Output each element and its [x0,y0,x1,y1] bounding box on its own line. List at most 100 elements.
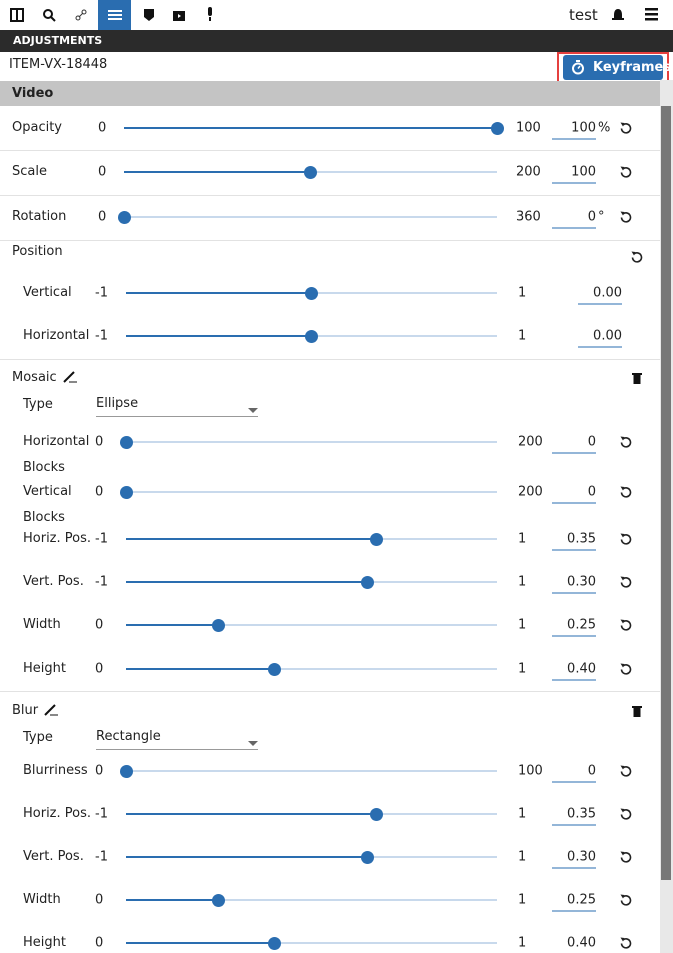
reset-icon[interactable] [620,576,632,588]
slider-track [126,441,497,443]
type-select[interactable]: Rectangle [96,725,258,750]
min-label: -1 [95,806,108,822]
row-label: Vertical Blocks [23,484,72,525]
marker-icon[interactable] [143,8,155,22]
reset-icon[interactable] [620,765,632,777]
type-label: Type [23,397,53,412]
user-name[interactable]: test [569,6,598,24]
slider-thumb[interactable] [305,329,318,343]
min-label: 0 [95,763,104,779]
slider-fill [126,538,377,540]
effect-name: Mosaic [12,370,57,385]
toolbar: test [0,0,673,31]
slider-track [126,491,497,493]
dropdown-arrow [248,403,258,418]
value-input[interactable]: 0.40 [552,936,596,953]
min-label: 0 [98,209,107,225]
slider-track [126,942,497,944]
min-label: -1 [95,285,108,301]
slider-thumb[interactable] [369,807,383,821]
value-input[interactable]: 100 [552,165,596,184]
min-label: 0 [95,661,104,677]
max-label: 200 [516,164,541,180]
edit-icon[interactable] [63,371,77,387]
slider-thumb[interactable] [117,210,131,224]
slider-fill [126,813,377,815]
section-header: Video [0,81,660,106]
reset-icon[interactable] [620,619,632,631]
reset-icon[interactable] [620,533,632,545]
keyframes-button[interactable]: Keyframes [563,55,671,80]
reset-icon[interactable] [620,663,632,675]
row-label: Horizontal Blocks [23,434,90,475]
value-input[interactable]: 0.25 [552,893,596,912]
slider-thumb[interactable] [490,121,504,135]
slider-thumb[interactable] [267,662,281,676]
graph-icon[interactable] [74,8,88,22]
scrollbar-thumb[interactable] [661,106,671,880]
delete-icon[interactable] [632,372,642,388]
slider-thumb[interactable] [119,764,133,778]
row-label: Height [23,935,66,950]
reset-icon[interactable] [620,486,632,498]
slider-thumb[interactable] [369,532,383,546]
reset-icon[interactable] [620,122,632,134]
reset-icon[interactable] [620,894,632,906]
slider-thumb[interactable] [267,936,281,950]
slider-track [126,668,497,670]
slider-thumb[interactable] [119,485,133,499]
type-select[interactable]: Ellipse [96,392,258,417]
reset-icon[interactable] [631,251,643,263]
reset-icon[interactable] [620,808,632,820]
value-input[interactable]: 0 [552,210,596,229]
slider-thumb[interactable] [212,893,226,907]
adjust-tab[interactable] [98,0,131,30]
value-input[interactable]: 0.40 [552,662,596,681]
max-label: 1 [518,617,527,633]
slider-thumb[interactable] [305,286,318,300]
slider-thumb[interactable] [119,435,133,449]
search-icon[interactable] [42,8,56,22]
media-icon[interactable] [172,8,186,22]
max-label: 1 [518,328,527,344]
value-input[interactable]: 0.00 [578,329,622,348]
bell-icon[interactable] [612,8,624,22]
max-label: 1 [518,285,527,301]
menu-icon[interactable] [645,8,658,21]
value-input[interactable]: 0.30 [552,575,596,594]
value-input[interactable]: 0.00 [578,286,622,305]
slider-fill [126,581,368,583]
delete-icon[interactable] [632,705,642,721]
slider-thumb[interactable] [360,850,374,864]
row-label: Horiz. Pos. [23,806,92,821]
reset-icon[interactable] [620,937,632,949]
slider-track [126,624,497,626]
min-label: -1 [95,328,108,344]
row-label: Vertical [23,285,72,300]
reset-icon[interactable] [620,436,632,448]
value-input[interactable]: 100 [552,121,596,140]
slider-thumb[interactable] [304,165,317,179]
reset-icon[interactable] [620,851,632,863]
value-input[interactable]: 0 [552,435,596,454]
value-input[interactable]: 0.25 [552,618,596,637]
slider-thumb[interactable] [360,575,374,589]
value-input[interactable]: 0 [552,764,596,783]
value-input[interactable]: 0.35 [552,807,596,826]
slider-fill [124,171,311,173]
slider-thumb[interactable] [212,618,226,632]
panel-icon[interactable] [10,8,24,22]
max-label: 200 [518,434,543,450]
edit-icon[interactable] [44,704,58,720]
row-label: Vert. Pos. [23,849,84,864]
max-label: 100 [518,763,543,779]
value-input[interactable]: 0.35 [552,532,596,551]
value-input[interactable]: 0 [552,485,596,504]
reset-icon[interactable] [620,166,632,178]
max-label: 1 [518,661,527,677]
row-label: Height [23,661,66,676]
reset-icon[interactable] [620,211,632,223]
value-input[interactable]: 0.30 [552,850,596,869]
max-label: 200 [518,484,543,500]
mic-icon[interactable] [205,7,215,22]
